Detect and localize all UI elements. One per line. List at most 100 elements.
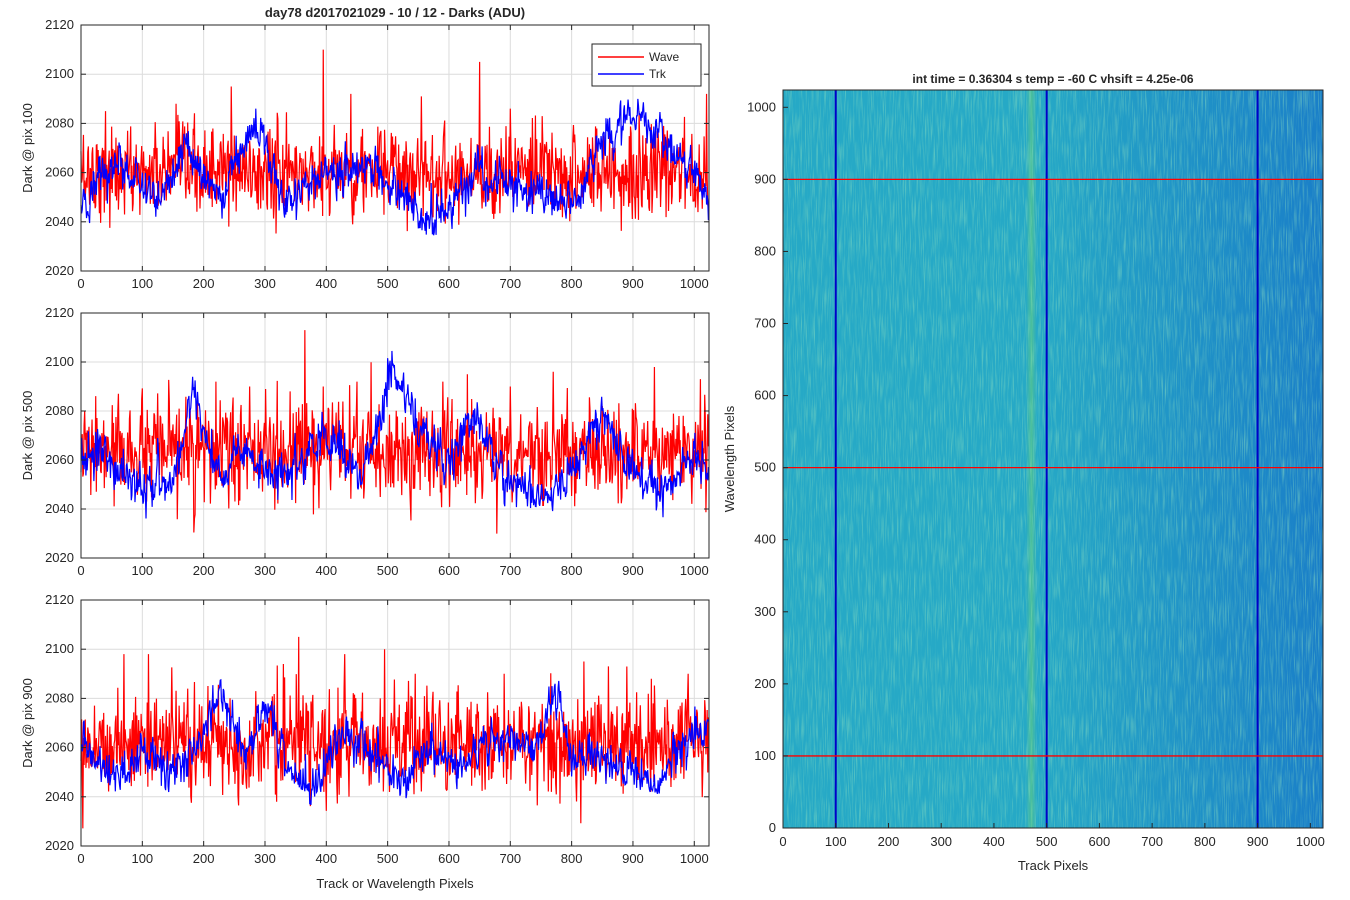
x-tick-label: 800 [561,563,583,578]
x-tick-label: 1000 [680,563,709,578]
x-tick-label: 100 [131,276,153,291]
x-tick-label: 300 [254,563,276,578]
x-tick-label: 0 [77,563,84,578]
heatmap-texture [783,90,1323,828]
x-tick-label: 400 [315,851,337,866]
x-tick-label: 700 [499,563,521,578]
x-tick-label: 600 [438,851,460,866]
y-tick-label: 2060 [45,740,74,755]
x-tick-label: 900 [622,276,644,291]
heatmap-y-tick-label: 0 [769,820,776,835]
x-tick-label: 700 [499,276,521,291]
y-axis-label: Dark @ pix 100 [20,103,35,193]
y-tick-label: 2120 [45,592,74,607]
axes-box [80,24,710,272]
series-line-wave [80,636,709,829]
y-tick-label: 2020 [45,550,74,565]
x-tick-label: 400 [315,563,337,578]
heatmap-x-tick-label: 600 [1089,834,1111,849]
y-tick-label: 2020 [45,838,74,853]
heatmap-y-tick-label: 900 [754,171,776,186]
y-tick-label: 2060 [45,165,74,180]
x-tick-label: 300 [254,851,276,866]
axes-box [80,599,710,847]
subplot-dark-pix-100: 0 100 200 300 400 500 600 700 800 900 1000 2020 2040… [20,17,710,291]
heatmap-y-tick-label: 100 [754,748,776,763]
axes-box [80,312,710,559]
heatmap-panel: int time = 0.36304 s temp = -60 C vhsift… [722,72,1325,873]
x-tick-label: 200 [193,563,215,578]
subplot-dark-pix-900: 0 100 200 300 400 500 600 700 800 900 1000 2020 2040… [20,592,710,866]
heatmap-y-tick-label: 500 [754,460,776,475]
series-line-wave [80,49,709,234]
heatmap-y-tick-label: 600 [754,388,776,403]
heatmap-y-tick-label: 800 [754,243,776,258]
y-tick-label: 2120 [45,305,74,320]
series-line-wave [80,330,709,534]
x-tick-label: 100 [131,851,153,866]
x-axis-label: Track or Wavelength Pixels [316,876,474,891]
y-axis-label: Dark @ pix 500 [20,391,35,481]
heatmap-x-tick-label: 400 [983,834,1005,849]
x-tick-label: 800 [561,851,583,866]
x-tick-label: 0 [77,851,84,866]
x-tick-label: 300 [254,276,276,291]
heatmap-axes-box [782,89,1324,829]
heatmap-x-tick-label: 500 [1036,834,1058,849]
heatmap-y-tick-label: 200 [754,676,776,691]
y-tick-label: 2100 [45,66,74,81]
heatmap-x-tick-label: 100 [825,834,847,849]
x-tick-label: 200 [193,851,215,866]
y-tick-label: 2040 [45,214,74,229]
y-tick-label: 2020 [45,263,74,278]
y-tick-label: 2040 [45,789,74,804]
x-tick-label: 1000 [680,276,709,291]
y-tick-label: 2080 [45,115,74,130]
x-tick-label: 500 [377,563,399,578]
legend: Wave Trk [591,43,702,87]
y-tick-label: 2040 [45,501,74,516]
heatmap-x-axis-label: Track Pixels [1018,858,1089,873]
legend-label-wave: Wave [649,50,680,64]
y-tick-label: 2080 [45,690,74,705]
x-tick-label: 1000 [680,851,709,866]
x-tick-label: 100 [131,563,153,578]
x-tick-label: 900 [622,563,644,578]
heatmap-y-tick-label: 300 [754,604,776,619]
series-line-trk [80,678,709,806]
heatmap-x-tick-label: 700 [1141,834,1163,849]
x-tick-label: 500 [377,276,399,291]
series-line-trk [80,350,709,519]
heatmap-x-tick-label: 800 [1194,834,1216,849]
heatmap-x-tick-label: 0 [779,834,786,849]
heatmap-x-tick-label: 300 [930,834,952,849]
heatmap-x-tick-label: 900 [1247,834,1269,849]
heatmap-title: int time = 0.36304 s temp = -60 C vhsift… [912,72,1193,86]
y-tick-label: 2100 [45,354,74,369]
x-tick-label: 500 [377,851,399,866]
x-tick-label: 600 [438,276,460,291]
heatmap-x-tick-label: 200 [878,834,900,849]
y-tick-label: 2100 [45,641,74,656]
heatmap-y-tick-label: 1000 [747,99,776,114]
heatmap-y-tick-label: 400 [754,532,776,547]
series-line-trk [80,98,709,236]
legend-box [591,43,702,87]
y-tick-label: 2120 [45,17,74,32]
heatmap-x-tick-label: 1000 [1296,834,1325,849]
figure-title: day78 d2017021029 - 10 / 12 - Darks (ADU… [265,5,525,20]
x-tick-label: 200 [193,276,215,291]
y-tick-label: 2080 [45,403,74,418]
y-tick-label: 2060 [45,452,74,467]
heatmap-y-tick-label: 700 [754,316,776,331]
x-tick-label: 700 [499,851,521,866]
y-axis-label: Dark @ pix 900 [20,678,35,768]
x-tick-label: 600 [438,563,460,578]
x-tick-label: 400 [315,276,337,291]
x-tick-label: 900 [622,851,644,866]
x-tick-label: 0 [77,276,84,291]
x-tick-label: 800 [561,276,583,291]
subplot-dark-pix-500: 0 100 200 300 400 500 600 700 800 900 1000 2020 2040… [20,305,710,578]
heatmap-y-axis-label: Wavelength Pixels [722,405,737,512]
